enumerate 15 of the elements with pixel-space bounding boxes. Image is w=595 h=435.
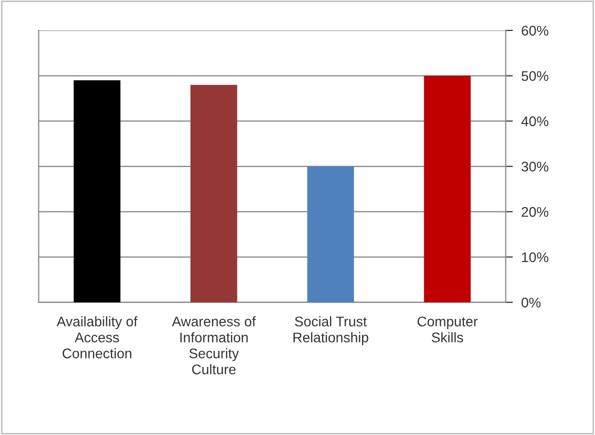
y-tick-label: 20% bbox=[522, 207, 548, 217]
y-tick-label: 60% bbox=[522, 26, 548, 36]
y-tick-label: 40% bbox=[521, 116, 548, 126]
bar bbox=[307, 166, 354, 302]
bar bbox=[190, 84, 238, 302]
x-tick-label: Availability of Access Connection bbox=[56, 316, 138, 358]
y-tick-label: 30% bbox=[522, 162, 548, 172]
y-tick-label: 10% bbox=[522, 252, 548, 262]
bar bbox=[424, 76, 471, 302]
x-tick-label: Computer Skills bbox=[418, 316, 478, 342]
y-tick-label: 50% bbox=[522, 71, 548, 81]
x-tick-label: Social Trust Relationship bbox=[294, 316, 368, 346]
x-tick-label: Awareness of Information Security Culture bbox=[172, 316, 256, 374]
y-tick-label: 0% bbox=[522, 298, 541, 308]
bar bbox=[74, 80, 120, 302]
